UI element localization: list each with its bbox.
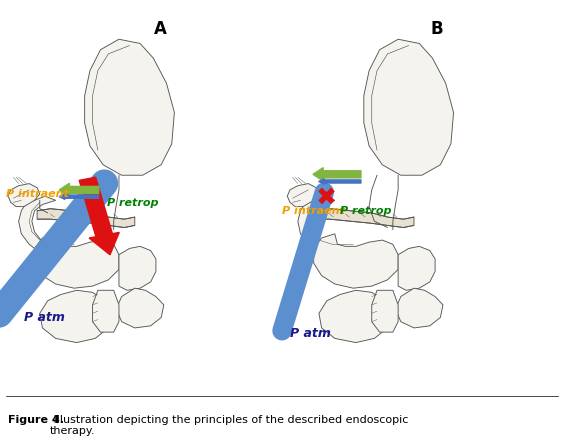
FancyArrow shape (319, 179, 361, 184)
FancyArrow shape (313, 168, 361, 181)
Text: Illustration depicting the principles of the described endoscopic
therapy.: Illustration depicting the principles of… (50, 415, 408, 436)
Polygon shape (398, 246, 435, 290)
Text: B: B (431, 20, 443, 38)
Polygon shape (19, 196, 114, 259)
FancyArrow shape (59, 183, 99, 197)
Polygon shape (8, 184, 40, 207)
Polygon shape (92, 290, 119, 332)
Text: Figure 4.: Figure 4. (8, 415, 64, 425)
Polygon shape (37, 209, 135, 228)
Polygon shape (119, 246, 156, 290)
Text: P retrop: P retrop (340, 207, 391, 216)
Polygon shape (85, 39, 174, 175)
Polygon shape (372, 290, 398, 332)
Polygon shape (34, 234, 119, 288)
Polygon shape (287, 184, 319, 207)
Polygon shape (314, 234, 398, 288)
Circle shape (318, 188, 331, 198)
FancyArrow shape (59, 194, 99, 199)
Text: P atm: P atm (24, 311, 64, 324)
Text: P retrop: P retrop (107, 198, 158, 208)
Polygon shape (319, 290, 390, 342)
Polygon shape (364, 39, 453, 175)
Text: P atm: P atm (290, 326, 331, 340)
Text: P intraent: P intraent (282, 207, 345, 216)
Polygon shape (395, 288, 443, 328)
FancyArrow shape (79, 177, 119, 255)
Polygon shape (116, 288, 164, 328)
Text: P intraent: P intraent (6, 189, 68, 199)
Text: A: A (155, 20, 167, 38)
Polygon shape (298, 196, 393, 259)
Polygon shape (316, 209, 414, 228)
Text: ✖: ✖ (315, 186, 337, 210)
Polygon shape (40, 290, 111, 342)
